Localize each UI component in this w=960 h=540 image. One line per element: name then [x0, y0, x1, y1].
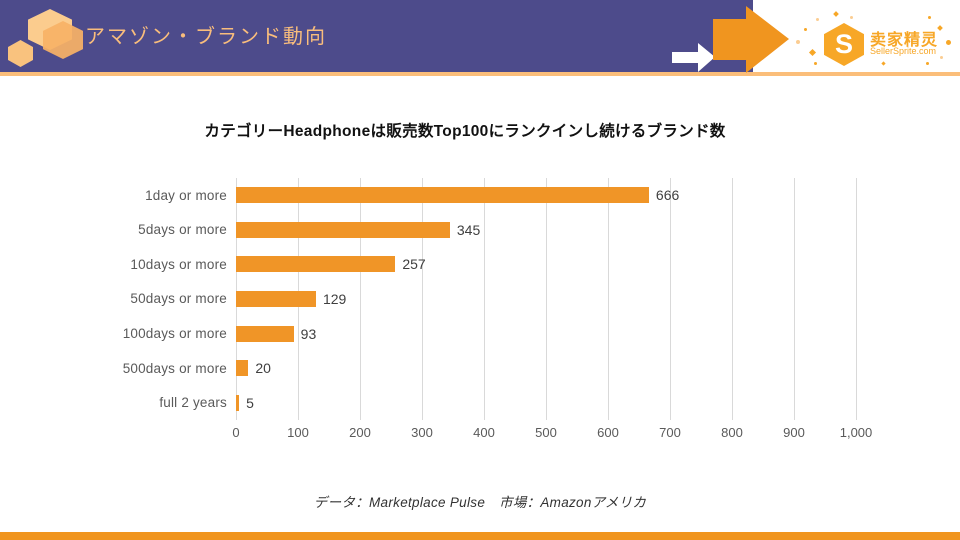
bar-value-label: 666: [655, 187, 680, 204]
x-axis-tick-label: 300: [411, 425, 433, 440]
x-axis-tick-label: 100: [287, 425, 309, 440]
sparkle-dot: [926, 62, 929, 65]
bar-row: 129: [236, 282, 856, 317]
sparkle-dot: [833, 11, 839, 17]
category-label: 50days or more: [130, 291, 227, 307]
chart-plot-area: 666 345 257 129 93 20 5: [236, 178, 857, 420]
category-labels: 1day or more 5days or more 10days or more 5…: [0, 178, 227, 420]
gridline: [794, 178, 795, 420]
x-axis-tick-label: 900: [783, 425, 805, 440]
x-axis-tick-label: 700: [659, 425, 681, 440]
bar: [236, 360, 249, 377]
hexagon-logo-icon: [8, 40, 33, 67]
sparkle-dot: [881, 61, 886, 66]
sparkle-dot: [808, 48, 817, 57]
gridline: [856, 178, 857, 420]
bar-row: 5: [236, 385, 856, 420]
bar: [236, 394, 240, 411]
slide-title: アマゾン・ブランド動向: [85, 26, 327, 48]
bar-row: 93: [236, 316, 856, 351]
sparkle-dot: [928, 16, 931, 19]
sparkle-dot: [937, 25, 943, 31]
bar-row: 257: [236, 247, 856, 282]
bar-value-label: 5: [246, 394, 254, 411]
x-axis-tick-label: 600: [597, 425, 619, 440]
bar-value-label: 345: [456, 221, 481, 238]
category-label: 1day or more: [145, 187, 227, 203]
bar-value-label: 93: [300, 325, 317, 342]
sellersprite-domain: SellerSprite.com: [870, 46, 937, 56]
x-axis-tick-label: 200: [349, 425, 371, 440]
hexagon-logo-icon: [43, 21, 83, 59]
sellersprite-name-cn: 卖家精灵: [870, 32, 939, 49]
category-label: 10days or more: [130, 256, 227, 272]
category-label: 5days or more: [138, 222, 227, 238]
x-axis-tick-label: 500: [535, 425, 557, 440]
gridline: [484, 178, 485, 420]
sparkle-dot: [940, 56, 943, 59]
bar-row: 666: [236, 178, 856, 213]
x-axis-tick-label: 0: [232, 425, 240, 440]
sparkle-dot: [814, 62, 817, 65]
sparkle-dot: [850, 16, 853, 19]
sparkle-dot: [804, 28, 807, 31]
bar-row: 345: [236, 213, 856, 248]
chart-title: カテゴリーHeadphoneは販売数Top100にランクインし続けるブランド数: [204, 123, 726, 140]
gridline: [670, 178, 671, 420]
header-purple-band: [0, 0, 753, 72]
bar-value-label: 257: [402, 256, 426, 273]
sparkle-dot: [796, 40, 800, 44]
gridline: [732, 178, 733, 420]
category-label: 500days or more: [122, 360, 227, 376]
sellersprite-logo: S 卖家精灵 SellerSprite.com: [790, 10, 960, 72]
x-axis-tick-label: 400: [473, 425, 495, 440]
x-axis-tick-label: 1,000: [839, 425, 873, 440]
bottom-accent-bar: [0, 532, 960, 540]
gridline: [546, 178, 547, 420]
bar: [236, 256, 396, 273]
category-label: 100days or more: [122, 326, 227, 342]
source-caption: データ：Marketplace Pulse 市場：Amazonアメリカ: [313, 495, 647, 510]
sellersprite-hexagon-icon: S: [824, 23, 864, 66]
x-axis-tick-label: 800: [721, 425, 743, 440]
bar-row: 20: [236, 351, 856, 386]
bar-value-label: 20: [255, 360, 271, 377]
gridline: [360, 178, 361, 420]
bar-value-label: 129: [322, 290, 347, 307]
bar: [236, 325, 294, 342]
sparkle-dot: [816, 18, 819, 21]
sellersprite-initial: S: [834, 29, 853, 59]
bar: [236, 290, 316, 307]
sparkle-dot: [946, 40, 951, 45]
category-label: full 2 years: [159, 395, 227, 411]
gridline: [422, 178, 423, 420]
gridline: [608, 178, 609, 420]
x-axis-labels: 0 100 200 300 400 500 600 700 800 900 1,000: [0, 425, 960, 443]
bar: [236, 187, 649, 204]
header-underline: [0, 72, 960, 76]
bar: [236, 221, 450, 238]
